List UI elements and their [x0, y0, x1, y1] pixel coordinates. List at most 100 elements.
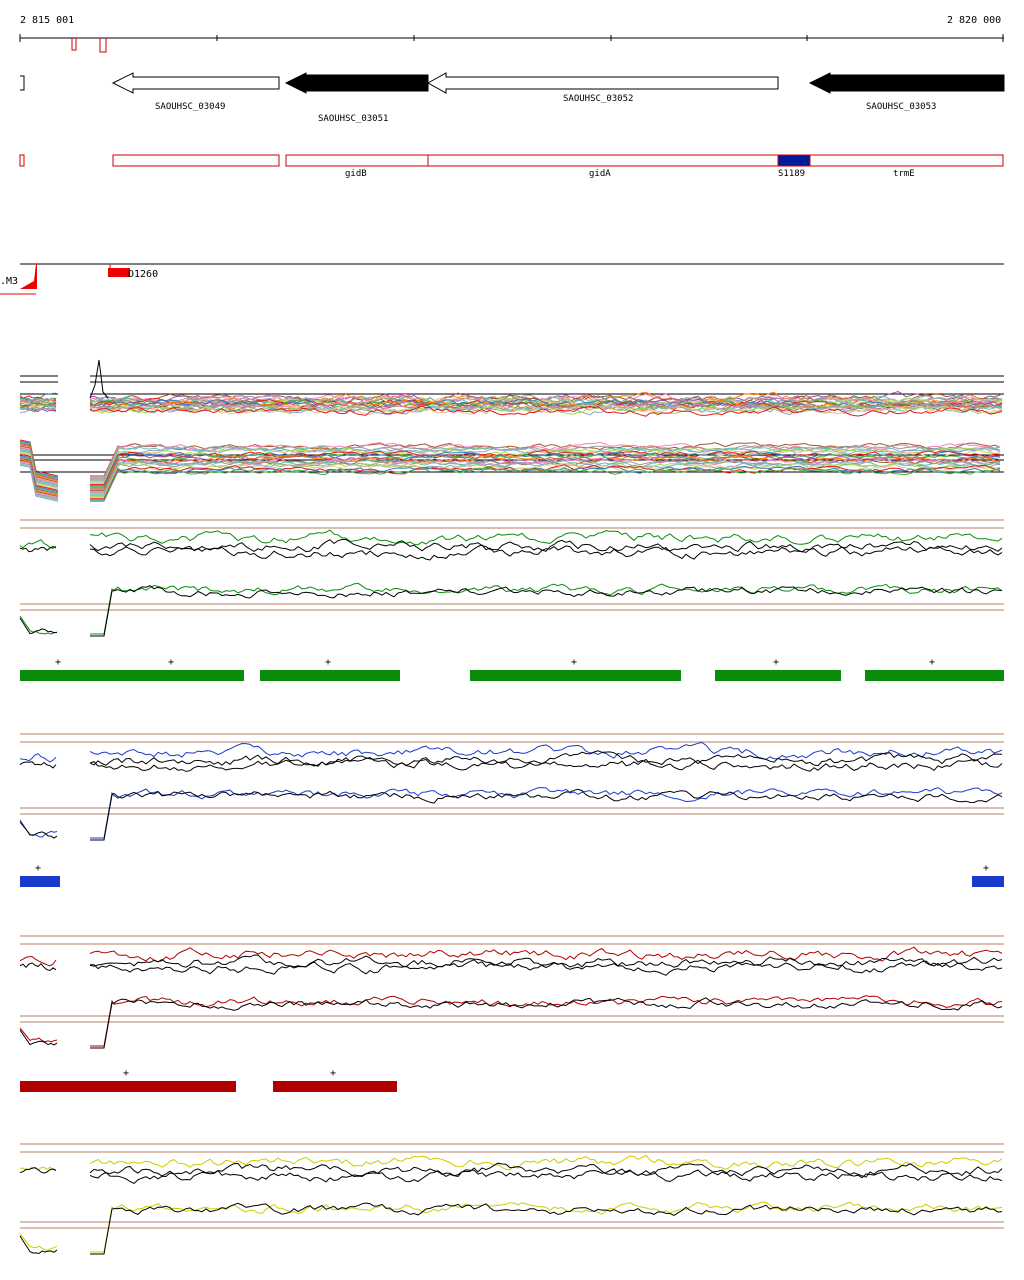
segment-bar [715, 670, 841, 681]
sample-trace [19, 404, 57, 411]
sample-trace [89, 405, 1003, 417]
gene-track: SAOUHSC_03049 SAOUHSC_03051 SAOUHSC_0305… [20, 72, 1005, 124]
gene-name-label: S1189 [778, 169, 805, 179]
segment-bar [20, 876, 60, 887]
segment-strand-label: + [35, 863, 41, 874]
sample-trace [90, 460, 1000, 496]
signal-trace [89, 954, 1003, 970]
signal-trace [19, 617, 58, 635]
gene-arrow[interactable] [111, 72, 280, 94]
gene-label: SAOUHSC_03051 [318, 114, 388, 124]
segment-bar [20, 670, 244, 681]
feature-block[interactable] [108, 268, 130, 277]
gene-box [19, 154, 25, 167]
signal-trace [89, 544, 1003, 561]
gene-name-label: gidA [589, 169, 611, 179]
segment-strand-label: + [123, 1068, 129, 1079]
signal-trace [89, 539, 1003, 553]
signal-trace [90, 582, 1003, 635]
ruler-gap-marker [71, 38, 77, 51]
feature-marker[interactable] [20, 264, 37, 289]
comparison-tracks [19, 519, 1004, 1255]
gene-name-label: trmE [893, 169, 915, 179]
gene-arrow[interactable] [426, 72, 779, 94]
signal-trace [89, 946, 1003, 963]
signal-trace [89, 756, 1003, 772]
signal-trace [90, 995, 1003, 1047]
segment-bar [273, 1081, 397, 1092]
signal-trace [19, 761, 57, 769]
sample-trace [90, 461, 1001, 497]
signal-trace [19, 615, 57, 635]
sample-trace [89, 404, 1003, 415]
segment-strand-label: + [571, 657, 577, 668]
segment-strand-label: + [325, 657, 331, 668]
coordinate-ruler: 2 815 001 2 820 000 [19, 15, 1004, 53]
feature-label: D1260 [128, 269, 158, 280]
ruler-end-label: 2 820 000 [947, 15, 1001, 26]
signal-trace [19, 1233, 58, 1251]
segment-bar [972, 876, 1004, 887]
gene-label: SAOUHSC_03049 [155, 102, 225, 112]
gene-label: SAOUHSC_03052 [563, 94, 633, 104]
signal-trace [19, 1029, 58, 1046]
sample-trace [90, 447, 1001, 483]
signal-trace [89, 1168, 1003, 1184]
segment-strand-label: + [773, 657, 779, 668]
signal-trace [19, 821, 58, 839]
segment-strand-label: + [929, 657, 935, 668]
signal-trace [90, 788, 1003, 841]
signal-trace [89, 529, 1003, 546]
signal-trace [90, 1202, 1003, 1255]
signal-trace [19, 1027, 58, 1043]
signal-trace [19, 753, 57, 763]
gene-label: SAOUHSC_03053 [866, 102, 936, 112]
gene-box[interactable] [112, 154, 280, 167]
gene-name-label: gidB [345, 169, 367, 179]
signal-trace [90, 1201, 1003, 1253]
segment-strand-label: + [330, 1068, 336, 1079]
gene-fragment-left [20, 75, 25, 91]
sample-trace [89, 403, 1003, 416]
sample-trace [90, 441, 1001, 478]
feature-label: .M3 [0, 276, 18, 287]
signal-trace [19, 546, 57, 553]
segment-bar [470, 670, 681, 681]
ruler-gap-marker [99, 38, 107, 53]
signal-trace [90, 585, 1003, 637]
signal-trace [89, 1154, 1003, 1171]
ruler-start-label: 2 815 001 [20, 15, 74, 26]
sample-trace [90, 453, 1001, 488]
signal-trace [19, 962, 57, 972]
signal-trace [19, 1167, 57, 1174]
segment-bar [865, 670, 1004, 681]
segment-bar [20, 1081, 236, 1092]
sample-trace [19, 464, 59, 502]
sample-trace [90, 465, 1001, 501]
gene-arrow[interactable] [284, 72, 429, 94]
feature-track: D1260 .M3 [0, 263, 1004, 295]
sample-peak [89, 359, 109, 399]
gene-arrow[interactable] [808, 72, 1005, 94]
sample-trace [90, 467, 1001, 502]
signal-trace [19, 955, 57, 967]
signal-trace [89, 959, 1003, 976]
signal-trace [90, 787, 1003, 839]
sample-trace [90, 454, 1001, 490]
segment-tracks: + + + + + + + + + + [20, 657, 1004, 1092]
sample-trace [89, 397, 1003, 408]
gene-box-highlight[interactable] [777, 154, 811, 167]
sample-trace [90, 458, 1001, 495]
segment-bar [260, 670, 400, 681]
signal-trace [89, 741, 1003, 761]
segment-strand-label: + [55, 657, 61, 668]
sample-trace [19, 407, 57, 414]
multi-sample-tracks [19, 359, 1004, 502]
sample-trace [90, 455, 1001, 491]
gene-box[interactable] [427, 154, 779, 167]
gene-box[interactable] [285, 154, 429, 167]
segment-strand-label: + [168, 657, 174, 668]
gene-box[interactable] [809, 154, 1004, 167]
